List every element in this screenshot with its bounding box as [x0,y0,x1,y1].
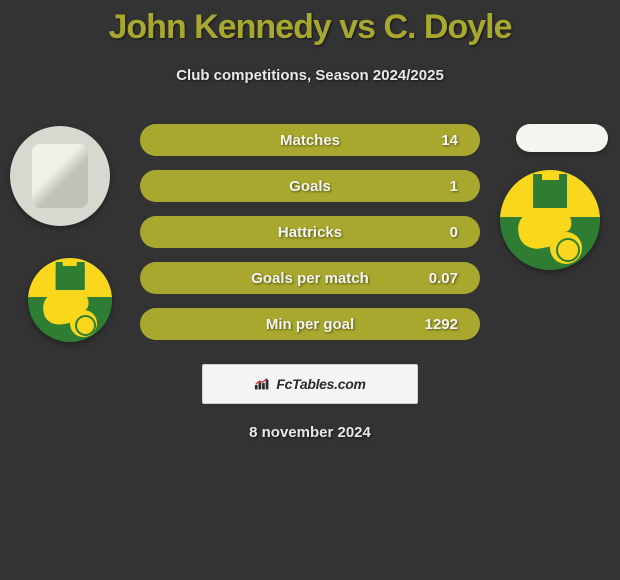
stat-row-matches: Matches 14 [140,124,480,156]
brand-box[interactable]: FcTables.com [202,364,418,404]
stat-label: Goals [289,178,331,195]
stat-label: Min per goal [266,316,354,333]
stat-row-goals-per-match: Goals per match 0.07 [140,262,480,294]
stat-row-hattricks: Hattricks 0 [140,216,480,248]
stat-value-right: 1292 [425,316,458,333]
chart-icon [254,377,272,391]
stat-row-goals: Goals 1 [140,170,480,202]
stat-label: Hattricks [278,224,342,241]
player-left-club-badge [28,258,112,342]
player-right-club-badge [500,170,600,270]
player-left-photo [10,126,110,226]
stat-value-right: 14 [441,132,458,149]
stat-label: Matches [280,132,340,149]
canary-badge-icon [28,258,112,342]
player-right-photo-placeholder [516,124,608,152]
stat-row-min-per-goal: Min per goal 1292 [140,308,480,340]
stat-value-right: 1 [450,178,458,195]
page-title: John Kennedy vs C. Doyle [0,0,620,47]
canary-badge-icon [500,170,600,270]
brand-label: FcTables.com [276,376,365,392]
stat-label: Goals per match [251,270,369,287]
stat-value-right: 0 [450,224,458,241]
footer-date: 8 november 2024 [0,424,620,441]
stat-value-right: 0.07 [429,270,458,287]
subtitle: Club competitions, Season 2024/2025 [0,67,620,84]
